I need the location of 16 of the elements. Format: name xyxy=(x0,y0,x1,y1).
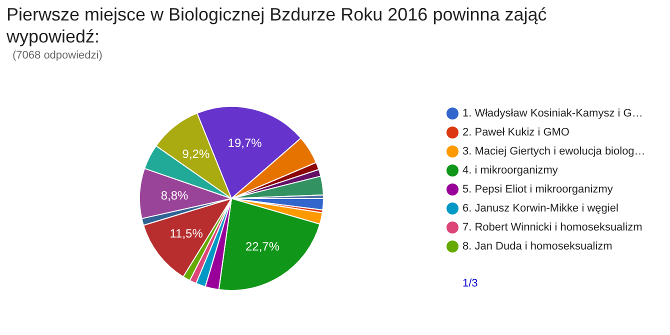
chart-subtitle: (7068 odpowiedzi) xyxy=(12,50,102,62)
legend-label: 1. Władysław Kosiniak-Kamysz i G… xyxy=(462,108,643,120)
legend-label: 6. Janusz Korwin-Mikke i węgiel xyxy=(462,202,618,214)
data-label: 9,2% xyxy=(182,146,210,161)
data-label: 19,7% xyxy=(228,136,262,150)
chart-title: Pierwsze miejsce w Biologicznej Bzdurze Roku 2016 powinna zająć wypowiedź: xyxy=(6,4,547,46)
legend-label: 7. Robert Winnicki i homoseksualizm xyxy=(462,222,642,234)
data-label: 8,8% xyxy=(160,188,189,202)
text: 1/3 xyxy=(462,278,478,290)
data-label: 22,7% xyxy=(246,239,280,254)
legend-label: 4. i mikroorganizmy xyxy=(462,164,558,176)
legend-label: 3. Maciej Giertych i ewolucja biolog… xyxy=(462,146,646,158)
data-label: 11,5% xyxy=(170,226,204,240)
legend-label: 5. Pepsi Eliot i mikroorganizmy xyxy=(462,184,614,196)
legend-label: 2. Paweł Kukiz i GMO xyxy=(462,126,570,138)
legend-label: 8. Jan Duda i homoseksualizm xyxy=(462,240,612,252)
